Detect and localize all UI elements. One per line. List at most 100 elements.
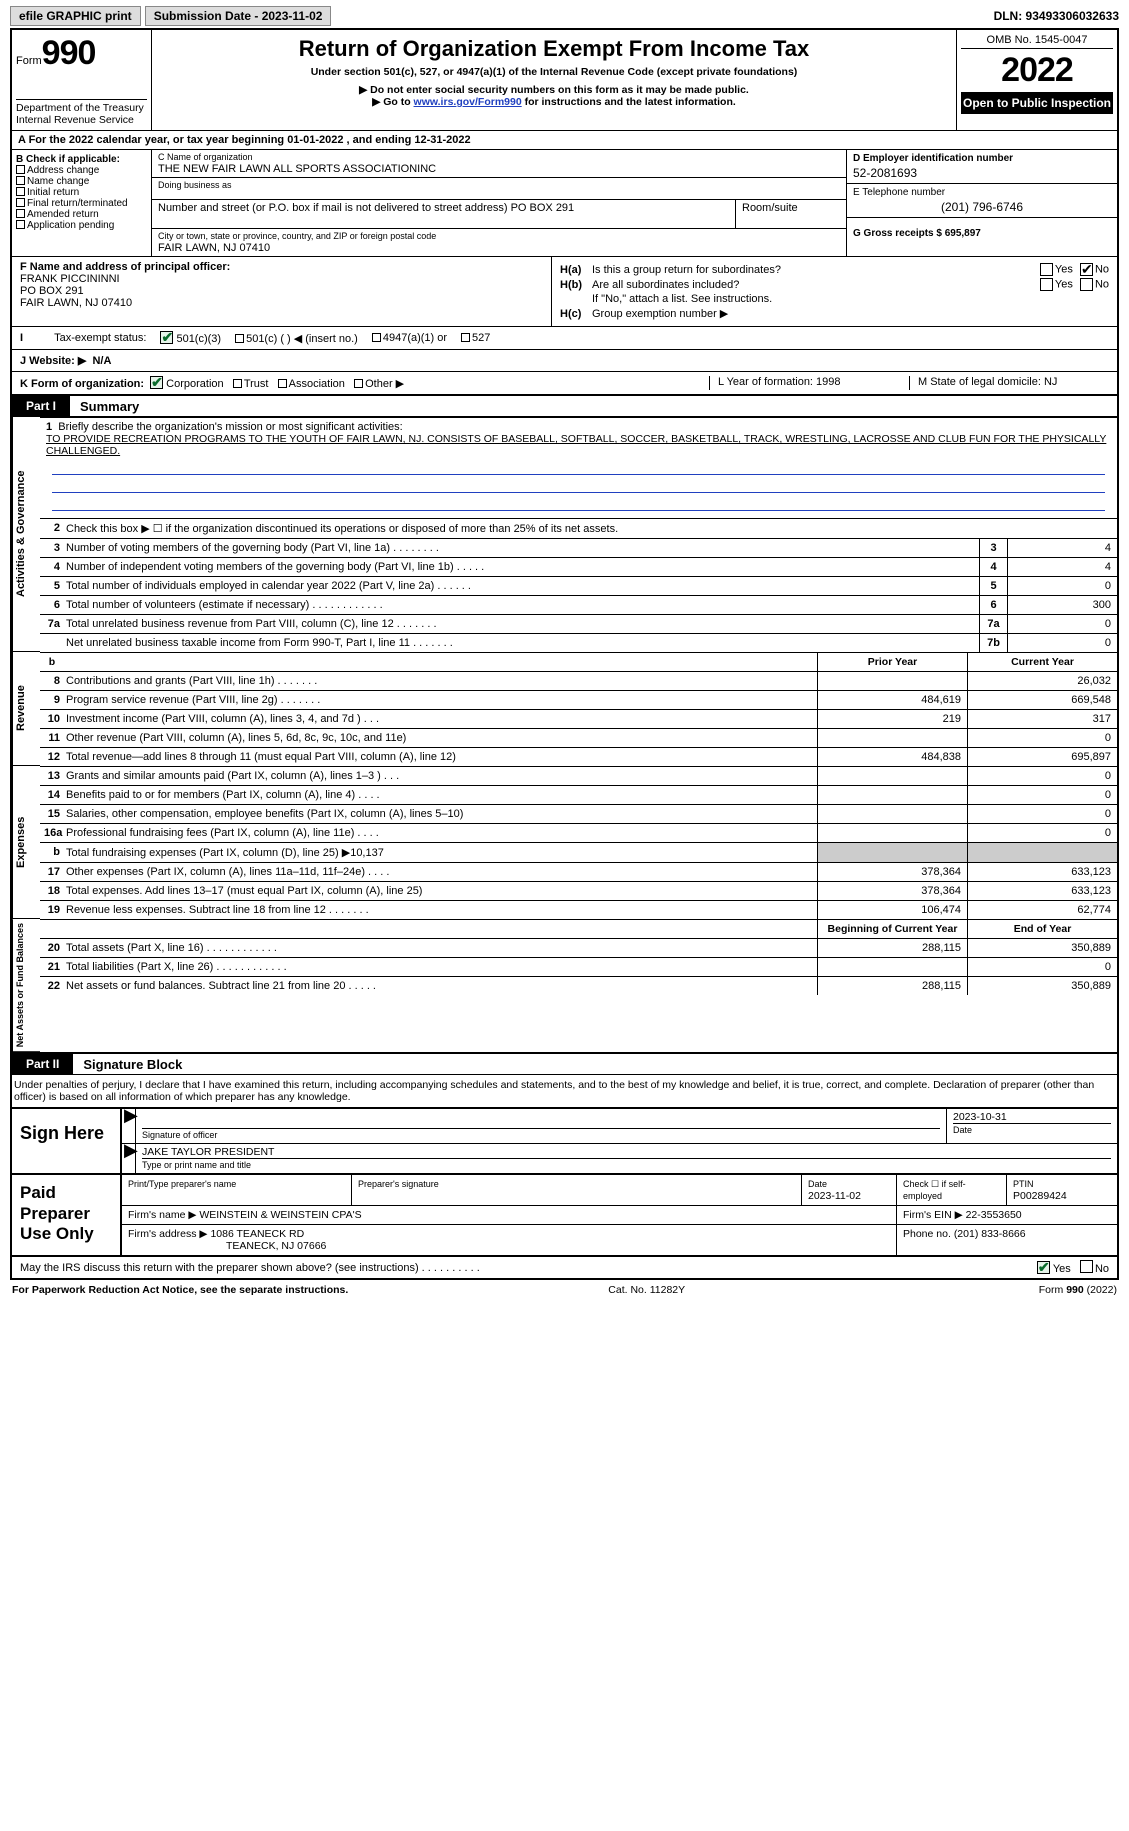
discuss-no[interactable] xyxy=(1080,1260,1093,1273)
summary-row: 9Program service revenue (Part VIII, lin… xyxy=(40,690,1117,709)
efile-topbar: efile GRAPHIC print Submission Date - 20… xyxy=(10,6,1119,26)
summary-row: 19Revenue less expenses. Subtract line 1… xyxy=(40,900,1117,919)
chk-name-change[interactable] xyxy=(16,176,25,185)
year-formation: L Year of formation: 1998 xyxy=(709,376,909,390)
col-d-to-g: D Employer identification number 52-2081… xyxy=(847,150,1117,256)
summary-row: 16aProfessional fundraising fees (Part I… xyxy=(40,823,1117,842)
row-k-l-m: K Form of organization: Corporation Trus… xyxy=(10,372,1119,396)
chk-address-change[interactable] xyxy=(16,165,25,174)
summary-table: Activities & Governance 1 Briefly descri… xyxy=(10,417,1119,1054)
arrow-icon: ▶ xyxy=(122,1144,136,1173)
chk-application-pending[interactable] xyxy=(16,220,25,229)
summary-row: bTotal fundraising expenses (Part IX, co… xyxy=(40,842,1117,862)
vlabel-revenue: Revenue xyxy=(12,652,40,766)
summary-row: 4Number of independent voting members of… xyxy=(40,557,1117,576)
firm-addr2: TEANECK, NJ 07666 xyxy=(226,1240,326,1252)
page-footer: For Paperwork Reduction Act Notice, see … xyxy=(10,1280,1119,1296)
may-irs-discuss: May the IRS discuss this return with the… xyxy=(10,1257,1119,1280)
summary-row: 13Grants and similar amounts paid (Part … xyxy=(40,766,1117,785)
summary-row: 2Check this box ▶ ☐ if the organization … xyxy=(40,518,1117,538)
begin-end-header: Beginning of Current Year End of Year xyxy=(40,919,1117,938)
chk-association[interactable] xyxy=(278,379,287,388)
mission-blank-1 xyxy=(52,461,1105,475)
form-note-2: ▶ Go to www.irs.gov/Form990 for instruct… xyxy=(156,96,952,108)
chk-trust[interactable] xyxy=(233,379,242,388)
firm-name: WEINSTEIN & WEINSTEIN CPA'S xyxy=(199,1209,361,1221)
firm-ein: 22-3553650 xyxy=(966,1209,1022,1221)
ptin: P00289424 xyxy=(1013,1190,1067,1202)
row-i-tax-exempt: I Tax-exempt status: 501(c)(3) 501(c) ( … xyxy=(10,327,1119,350)
hb-no[interactable] xyxy=(1080,278,1093,291)
summary-row: 17Other expenses (Part IX, column (A), l… xyxy=(40,862,1117,881)
mission-blank-2 xyxy=(52,479,1105,493)
state-domicile: M State of legal domicile: NJ xyxy=(909,376,1109,390)
summary-row: 10Investment income (Part VIII, column (… xyxy=(40,709,1117,728)
summary-row: 3Number of voting members of the governi… xyxy=(40,538,1117,557)
efile-print-button[interactable]: efile GRAPHIC print xyxy=(10,6,141,26)
submission-date-label: Submission Date - 2023-11-02 xyxy=(145,6,332,26)
chk-final-return[interactable] xyxy=(16,198,25,207)
firm-addr1: 1086 TEANECK RD xyxy=(210,1228,304,1240)
paid-preparer-block: Paid Preparer Use Only Print/Type prepar… xyxy=(10,1175,1119,1257)
form-title: Return of Organization Exempt From Incom… xyxy=(156,36,952,62)
hb-yes[interactable] xyxy=(1040,278,1053,291)
chk-501c3[interactable] xyxy=(160,331,173,344)
discuss-yes[interactable] xyxy=(1037,1261,1050,1274)
sign-date: 2023-10-31 xyxy=(953,1111,1111,1124)
chk-amended-return[interactable] xyxy=(16,209,25,218)
block-f-h: F Name and address of principal officer:… xyxy=(10,256,1119,327)
penalty-statement: Under penalties of perjury, I declare th… xyxy=(10,1075,1119,1109)
chk-initial-return[interactable] xyxy=(16,187,25,196)
summary-row: 20Total assets (Part X, line 16) . . . .… xyxy=(40,938,1117,957)
row-j-website: J Website: ▶ N/A xyxy=(10,350,1119,372)
irs-link[interactable]: www.irs.gov/Form990 xyxy=(414,96,522,108)
signature-line[interactable] xyxy=(142,1111,940,1129)
ein: 52-2081693 xyxy=(853,166,1111,180)
summary-row: 8Contributions and grants (Part VIII, li… xyxy=(40,671,1117,690)
form-number: 990 xyxy=(42,34,96,72)
vlabel-activities: Activities & Governance xyxy=(12,417,40,652)
block-b-to-g: B Check if applicable: Address change Na… xyxy=(10,150,1119,256)
org-name: THE NEW FAIR LAWN ALL SPORTS ASSOCIATION… xyxy=(158,163,840,175)
tax-year: 2022 xyxy=(961,51,1113,90)
officer-name: FRANK PICCININNI xyxy=(20,273,120,285)
ha-yes[interactable] xyxy=(1040,263,1053,276)
preparer-date: 2023-11-02 xyxy=(808,1190,861,1202)
form-label: Form xyxy=(16,55,42,67)
summary-row: 18Total expenses. Add lines 13–17 (must … xyxy=(40,881,1117,900)
firm-phone: (201) 833-8666 xyxy=(954,1228,1026,1240)
summary-row: Net unrelated business taxable income fr… xyxy=(40,633,1117,652)
summary-row: 15Salaries, other compensation, employee… xyxy=(40,804,1117,823)
website-value: N/A xyxy=(92,355,111,367)
street: PO BOX 291 xyxy=(511,202,575,214)
chk-527[interactable] xyxy=(461,333,470,342)
part-ii-header: Part II Signature Block xyxy=(10,1054,1119,1075)
col-h-group-return: H(a) Is this a group return for subordin… xyxy=(552,257,1117,326)
summary-row: 21Total liabilities (Part X, line 26) . … xyxy=(40,957,1117,976)
col-b-checkboxes: B Check if applicable: Address change Na… xyxy=(12,150,152,256)
summary-row: 12Total revenue—add lines 8 through 11 (… xyxy=(40,747,1117,766)
vlabel-netassets: Net Assets or Fund Balances xyxy=(12,919,40,1052)
dln-label: DLN: 93493306032633 xyxy=(994,9,1119,23)
gross-receipts: G Gross receipts $ 695,897 xyxy=(853,228,981,239)
row-a-tax-year: A For the 2022 calendar year, or tax yea… xyxy=(10,130,1119,150)
telephone: (201) 796-6746 xyxy=(853,200,1111,214)
mission-text: TO PROVIDE RECREATION PROGRAMS TO THE YO… xyxy=(46,433,1111,457)
chk-other[interactable] xyxy=(354,379,363,388)
chk-4947[interactable] xyxy=(372,333,381,342)
prior-current-header: b Prior Year Current Year xyxy=(40,652,1117,671)
summary-row: 11Other revenue (Part VIII, column (A), … xyxy=(40,728,1117,747)
sign-here-block: Sign Here ▶ Signature of officer 2023-10… xyxy=(10,1109,1119,1175)
dept-label: Department of the TreasuryInternal Reven… xyxy=(16,99,147,126)
arrow-icon: ▶ xyxy=(122,1109,136,1143)
summary-row: 7aTotal unrelated business revenue from … xyxy=(40,614,1117,633)
summary-row: 6Total number of volunteers (estimate if… xyxy=(40,595,1117,614)
summary-row: 5Total number of individuals employed in… xyxy=(40,576,1117,595)
part-i-header: Part I Summary xyxy=(10,396,1119,417)
city: FAIR LAWN, NJ 07410 xyxy=(158,242,840,254)
chk-corporation[interactable] xyxy=(150,376,163,389)
ha-no[interactable] xyxy=(1080,263,1093,276)
col-c-org-info: C Name of organization THE NEW FAIR LAWN… xyxy=(152,150,847,256)
form-note-1: ▶ Do not enter social security numbers o… xyxy=(156,84,952,96)
chk-501c[interactable] xyxy=(235,334,244,343)
